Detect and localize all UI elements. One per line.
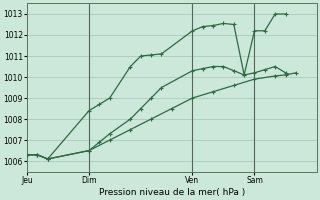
X-axis label: Pression niveau de la mer( hPa ): Pression niveau de la mer( hPa ) — [99, 188, 245, 197]
